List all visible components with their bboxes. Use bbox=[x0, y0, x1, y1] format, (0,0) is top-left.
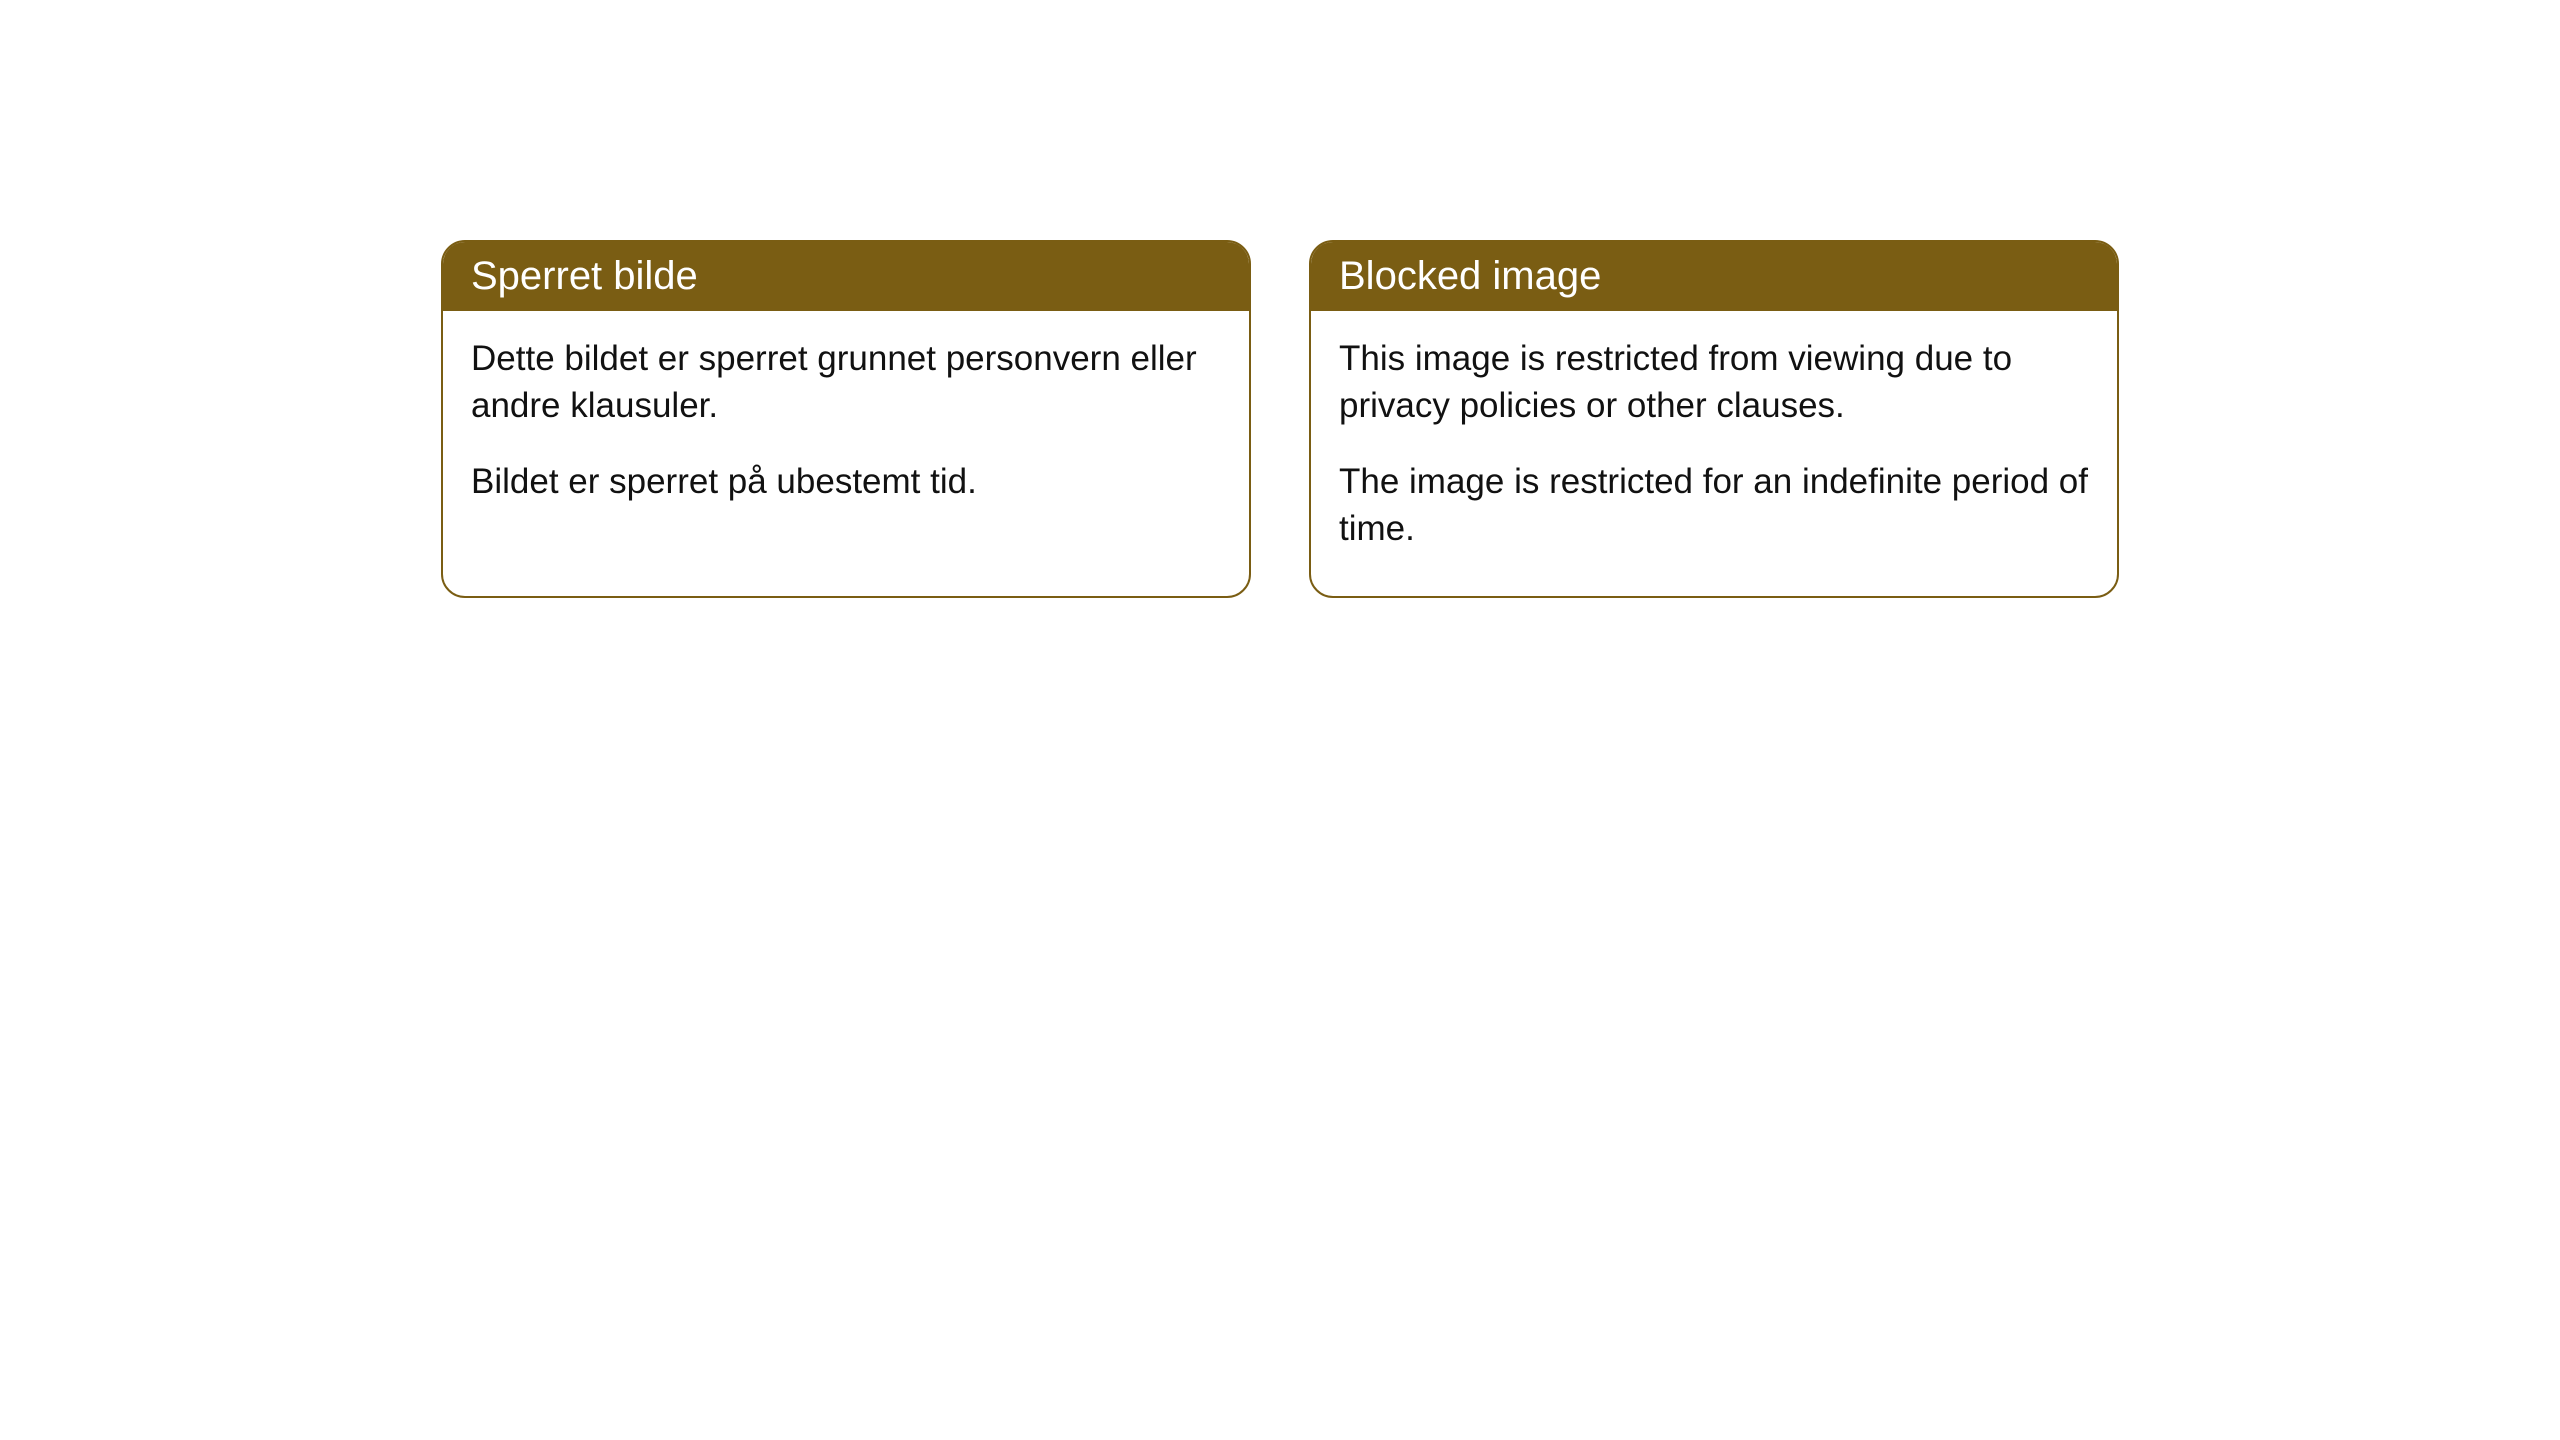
cards-container: Sperret bilde Dette bildet er sperret gr… bbox=[441, 240, 2119, 598]
blocked-image-card-en: Blocked image This image is restricted f… bbox=[1309, 240, 2119, 598]
card-paragraph: The image is restricted for an indefinit… bbox=[1339, 458, 2089, 553]
card-paragraph: Dette bildet er sperret grunnet personve… bbox=[471, 335, 1221, 430]
card-paragraph: Bildet er sperret på ubestemt tid. bbox=[471, 458, 1221, 505]
card-header-nb: Sperret bilde bbox=[443, 242, 1249, 311]
card-body-nb: Dette bildet er sperret grunnet personve… bbox=[443, 311, 1249, 549]
card-header-en: Blocked image bbox=[1311, 242, 2117, 311]
card-paragraph: This image is restricted from viewing du… bbox=[1339, 335, 2089, 430]
card-body-en: This image is restricted from viewing du… bbox=[1311, 311, 2117, 596]
blocked-image-card-nb: Sperret bilde Dette bildet er sperret gr… bbox=[441, 240, 1251, 598]
